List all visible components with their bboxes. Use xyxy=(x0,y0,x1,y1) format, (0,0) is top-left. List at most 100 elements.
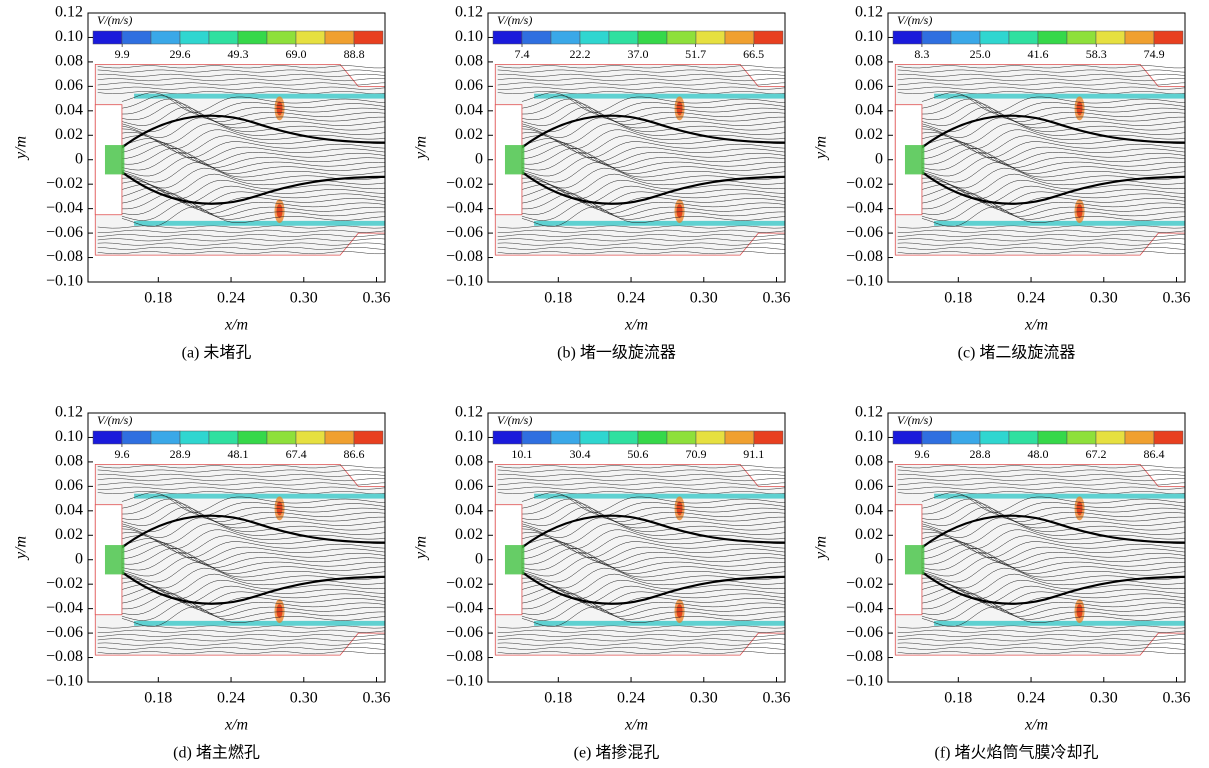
flow-field xyxy=(95,64,394,255)
x-tick-label: 0.30 xyxy=(690,290,718,307)
colorbar-segment xyxy=(696,431,725,444)
x-tick-label: 0.24 xyxy=(217,690,245,707)
colorbar-segment xyxy=(1009,431,1038,444)
panel: V/(m/s)9.628.848.067.286.40.120.100.080.… xyxy=(813,404,1195,762)
inlet-jet xyxy=(905,545,924,574)
y-tick-label: −0.10 xyxy=(846,273,883,290)
colorbar-segment xyxy=(325,31,354,44)
colorbar-segment xyxy=(1125,31,1154,44)
liner-strip xyxy=(134,494,389,499)
x-tick-label: 0.36 xyxy=(363,690,391,707)
colorbar-label: V/(m/s) xyxy=(497,13,532,27)
flow-field xyxy=(895,64,1194,255)
colorbar-tick-label: 25.0 xyxy=(970,47,991,61)
y-tick-label: −0.06 xyxy=(846,624,883,641)
y-tick-label: 0.12 xyxy=(55,404,83,421)
x-tick-label: 0.36 xyxy=(763,690,791,707)
y-tick-label: −0.04 xyxy=(846,199,883,216)
colorbar-segment xyxy=(238,431,267,444)
x-axis-label: x/m xyxy=(224,317,248,334)
colorbar-tick-label: 10.1 xyxy=(511,447,532,461)
y-tick-label: 0.10 xyxy=(455,28,483,45)
inlet-jet xyxy=(505,145,524,174)
colorbar-segment xyxy=(980,31,1009,44)
y-tick-label: 0.04 xyxy=(455,101,483,118)
colorbar-tick-label: 69.0 xyxy=(285,47,306,61)
x-tick-label: 0.36 xyxy=(763,290,791,307)
colorbar-tick-label: 49.3 xyxy=(228,47,249,61)
caption: (f) 堵火焰筒气膜冷却孔 xyxy=(935,744,1099,762)
y-tick-label: −0.02 xyxy=(46,175,83,192)
y-tick-label: −0.06 xyxy=(446,224,483,241)
y-tick-label: −0.08 xyxy=(846,648,883,665)
y-axis-label: y/m xyxy=(13,136,30,161)
colorbar-tick-label: 22.2 xyxy=(570,47,591,61)
y-tick-label: 0.10 xyxy=(55,428,83,445)
x-axis-label: x/m xyxy=(224,717,248,734)
y-tick-label: 0 xyxy=(475,550,483,567)
panel: V/(m/s)9.929.649.369.088.80.120.100.080.… xyxy=(13,4,395,362)
colorbar-tick-label: 91.1 xyxy=(743,447,764,461)
x-tick-label: 0.18 xyxy=(944,690,972,707)
colorbar-tick-label: 9.9 xyxy=(115,47,130,61)
colorbar-segment xyxy=(1067,431,1096,444)
figure: V/(m/s)9.929.649.369.088.80.120.100.080.… xyxy=(0,0,1209,768)
y-axis-label: y/m xyxy=(13,536,30,561)
y-tick-label: 0.04 xyxy=(55,501,83,518)
y-tick-label: 0.04 xyxy=(855,101,883,118)
colorbar-segment xyxy=(951,31,980,44)
inlet-jet xyxy=(105,545,124,574)
colorbar-tick-label: 30.4 xyxy=(570,447,591,461)
colorbar: V/(m/s)9.929.649.369.088.8 xyxy=(89,13,384,63)
colorbar-segment xyxy=(609,31,638,44)
liner-strip xyxy=(534,221,789,226)
x-tick-label: 0.36 xyxy=(1163,690,1191,707)
y-tick-label: −0.08 xyxy=(446,248,483,265)
colorbar-segment xyxy=(122,31,151,44)
colorbar-segment xyxy=(580,431,609,444)
colorbar-segment xyxy=(209,31,238,44)
colorbar-tick-label: 86.6 xyxy=(344,447,365,461)
caption: (d) 堵主燃孔 xyxy=(173,744,260,762)
colorbar-segment xyxy=(325,431,354,444)
colorbar-segment xyxy=(980,431,1009,444)
x-tick-label: 0.24 xyxy=(217,290,245,307)
colorbar-segment xyxy=(754,431,783,444)
colorbar-segment xyxy=(209,431,238,444)
flow-field xyxy=(95,464,394,655)
x-tick-label: 0.30 xyxy=(690,690,718,707)
x-tick-label: 0.36 xyxy=(1163,290,1191,307)
x-axis-label: x/m xyxy=(1024,317,1048,334)
liner-strip xyxy=(134,221,389,226)
y-tick-label: 0.12 xyxy=(55,4,83,21)
colorbar-segment xyxy=(493,431,522,444)
y-tick-label: 0.08 xyxy=(855,53,883,70)
colorbar-label: V/(m/s) xyxy=(897,413,932,427)
y-tick-label: 0.12 xyxy=(855,404,883,421)
y-tick-label: 0.06 xyxy=(455,477,483,494)
y-tick-label: 0.12 xyxy=(455,404,483,421)
colorbar-segment xyxy=(522,31,551,44)
y-tick-label: −0.08 xyxy=(46,248,83,265)
y-axis-label: y/m xyxy=(813,536,830,561)
colorbar-segment xyxy=(1096,31,1125,44)
y-tick-label: 0.02 xyxy=(855,526,883,543)
y-tick-label: 0.02 xyxy=(455,126,483,143)
colorbar-segment xyxy=(1125,431,1154,444)
colorbar-segment xyxy=(551,31,580,44)
jet-core xyxy=(277,204,283,218)
y-tick-label: 0.08 xyxy=(455,53,483,70)
colorbar-segment xyxy=(354,431,383,444)
jet-core xyxy=(277,604,283,618)
colorbar-segment xyxy=(93,431,122,444)
y-tick-label: −0.02 xyxy=(446,175,483,192)
inlet-jet xyxy=(505,545,524,574)
x-tick-label: 0.30 xyxy=(290,290,318,307)
x-tick-label: 0.30 xyxy=(1090,690,1118,707)
colorbar-segment xyxy=(696,31,725,44)
y-tick-label: 0.10 xyxy=(55,28,83,45)
y-tick-label: −0.06 xyxy=(46,224,83,241)
colorbar-tick-label: 8.3 xyxy=(914,47,929,61)
y-tick-label: 0.04 xyxy=(55,101,83,118)
liner-strip xyxy=(534,494,789,499)
